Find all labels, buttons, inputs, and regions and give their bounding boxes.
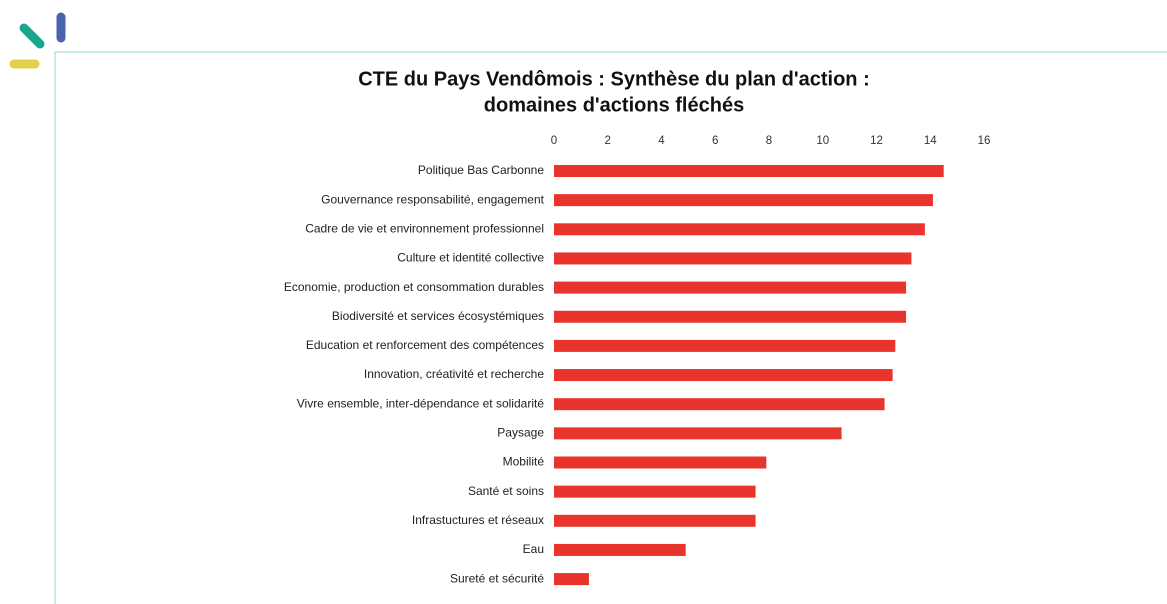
category-label: Cadre de vie et environnement profession… [305,221,544,235]
chart-title: domaines d'actions fléchés [484,94,744,116]
x-tick-label: 2 [605,135,611,147]
category-label: Economie, production et consommation dur… [284,280,544,294]
category-label: Infrastuctures et réseaux [412,513,544,527]
bar [554,456,767,469]
x-tick-label: 8 [766,135,772,147]
category-label: Politique Bas Carbonne [418,163,544,177]
x-tick-label: 16 [978,135,991,147]
logo [9,12,66,69]
bar [554,281,907,294]
category-label: Vivre ensemble, inter-dépendance et soli… [297,396,545,410]
category-label: Sureté et sécurité [450,571,544,585]
bar [554,223,925,236]
category-label: Culture et identité collective [397,251,544,265]
x-tick-label: 12 [870,135,883,147]
bar [554,252,912,265]
bar [554,514,756,527]
bar [554,310,907,323]
bar [554,194,933,207]
bar [554,543,686,556]
x-tick-label: 14 [924,135,937,147]
category-label: Eau [523,542,544,556]
x-tick-label: 6 [712,135,718,147]
category-label: Gouvernance responsabilité, engagement [321,192,544,206]
category-label: Education et renforcement des compétence… [306,338,544,352]
bar [554,427,842,440]
bar [554,485,756,498]
bar [554,339,896,352]
category-label: Biodiversité et services écosystémiques [332,309,544,323]
category-label: Paysage [497,426,544,440]
bar [554,573,589,586]
category-label: Santé et soins [468,484,544,498]
bar [554,398,885,411]
bar [554,165,944,177]
category-label: Mobilité [503,455,545,469]
x-tick-label: 4 [658,135,665,147]
bar [554,369,893,382]
chart-title: CTE du Pays Vendômois : Synthèse du plan… [358,68,870,90]
x-tick-label: 0 [551,135,557,147]
x-tick-label: 10 [816,135,829,147]
category-label: Innovation, créativité et recherche [364,367,544,381]
